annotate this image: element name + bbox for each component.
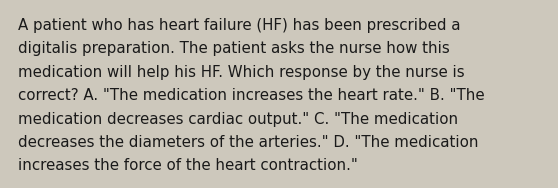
Text: decreases the diameters of the arteries." D. "The medication: decreases the diameters of the arteries.… <box>18 135 479 150</box>
Text: A patient who has heart failure (HF) has been prescribed a: A patient who has heart failure (HF) has… <box>18 18 460 33</box>
Text: increases the force of the heart contraction.": increases the force of the heart contrac… <box>18 158 358 173</box>
Text: medication will help his HF. Which response by the nurse is: medication will help his HF. Which respo… <box>18 65 465 80</box>
Text: digitalis preparation. The patient asks the nurse how this: digitalis preparation. The patient asks … <box>18 41 450 56</box>
Text: correct? A. "The medication increases the heart rate." B. "The: correct? A. "The medication increases th… <box>18 88 485 103</box>
Text: medication decreases cardiac output." C. "The medication: medication decreases cardiac output." C.… <box>18 112 458 127</box>
